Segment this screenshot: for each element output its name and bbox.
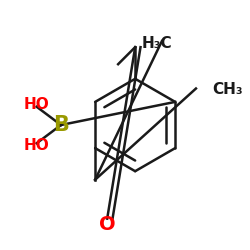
Text: HO: HO [23,138,49,153]
Text: B: B [53,115,69,135]
Text: CH₃: CH₃ [212,82,242,97]
Text: O: O [99,215,116,234]
Text: H₃C: H₃C [142,36,172,51]
Text: HO: HO [23,97,49,112]
